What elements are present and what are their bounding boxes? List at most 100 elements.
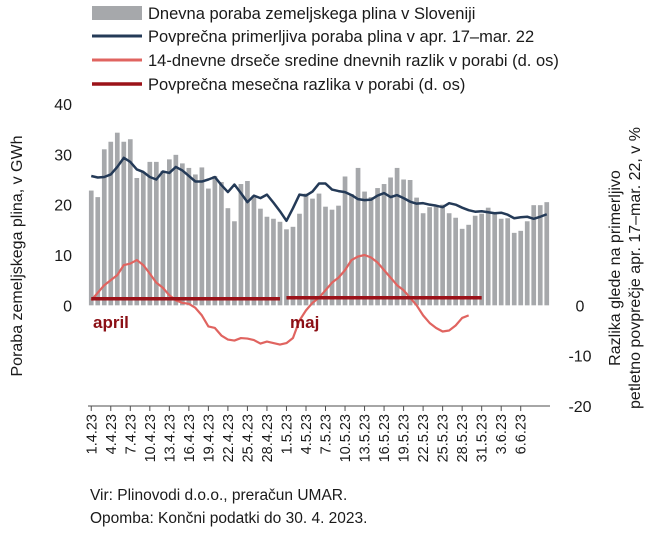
series-lines [90,156,548,346]
x-tick-label: 7.4.23 [123,414,139,454]
monthly-segments [91,296,482,301]
daily-bar [297,213,302,306]
daily-bar [225,208,231,306]
daily-bar [121,141,127,306]
left-tick-label: 40 [54,97,72,114]
daily-bar [388,177,393,306]
daily-bar [258,208,263,306]
daily-bar [329,209,335,306]
daily-bar [433,206,439,306]
x-tick-label: 13.5.23 [358,414,374,462]
daily-bar [420,213,426,306]
daily-bar [518,230,524,306]
daily-bar [264,216,270,306]
daily-bar [95,197,101,306]
daily-bar [88,190,94,306]
daily-bar [407,180,413,306]
daily-bar [284,229,289,306]
daily-bar [472,215,478,306]
left-tick-label: 10 [54,248,72,265]
right-tick-label: -20 [568,399,591,416]
daily-bar [134,177,140,306]
daily-bar [531,205,537,306]
x-tick-label: 6.6.23 [514,414,530,454]
daily-bar [479,213,485,306]
annotation-april: april [93,313,129,332]
legend-label-daily: Dnevna poraba zemeljskega plina v Sloven… [148,5,475,23]
daily-bar [401,179,406,306]
daily-bar [453,217,458,306]
daily-bar [524,221,530,306]
x-tick-label: 4.4.23 [104,414,120,454]
daily-bar [212,175,218,306]
right-axis-title-line1: Razlika glede na primerljivo [607,170,624,366]
daily-bar [342,176,348,306]
daily-bar [251,195,257,306]
legend: Dnevna poraba zemeljskega plina v Sloven… [92,5,559,94]
left-axis-title: Poraba zemeljskega plina, v GWh [9,136,26,377]
x-tick-label: 25.4.23 [240,414,256,462]
daily-bar [355,167,361,306]
daily-bar [368,197,374,306]
left-tick-label: 20 [54,198,72,215]
daily-bars [88,132,550,306]
daily-bar [446,213,452,306]
x-tick-label: 3.6.23 [494,414,510,454]
daily-bar [505,218,511,306]
daily-bar [219,182,224,306]
diff14-line [90,253,470,346]
daily-bar [186,167,192,306]
x-tick-label: 28.5.23 [455,414,471,462]
daily-bar [114,132,120,306]
x-tick-label: 28.4.23 [260,414,276,462]
x-tick-label: 31.5.23 [475,414,491,462]
legend-label-monthly: Povprečna mesečna razlika v porabi (d. o… [148,76,465,94]
x-tick-label: 16.4.23 [182,414,198,462]
daily-bar [440,204,445,306]
daily-bar [544,202,550,306]
x-tick-label: 4.5.23 [299,414,315,454]
daily-bar [147,161,153,306]
x-tick-label: 19.4.23 [201,414,217,462]
x-tick-label: 13.4.23 [162,414,178,462]
daily-bar [127,139,133,306]
daily-bar [193,174,198,306]
daily-bar [238,184,244,306]
daily-bar [303,193,309,306]
daily-bar [206,188,211,306]
x-tick-label: 7.5.23 [319,414,335,454]
daily-bar [180,163,185,306]
left-axis-ticks: 0 10 20 30 40 [54,97,72,315]
daily-bar [466,224,472,306]
daily-bar [140,171,146,306]
daily-bar [271,218,276,306]
x-tick-label: 25.5.23 [436,414,452,462]
annotation-maj: maj [290,313,319,332]
x-tick-label: 22.5.23 [416,414,432,462]
right-tick-label: -10 [568,349,591,366]
x-tick-label: 1.5.23 [279,414,295,454]
right-axis-ticks: 0 -10 -20 [568,298,591,416]
daily-bar [323,206,328,306]
x-tick-label: 19.5.23 [397,414,413,462]
source-note: Vir: Plinovodi d.o.o., preračun UMAR. [90,487,348,504]
legend-swatch-daily [92,6,142,20]
avg5y-line [90,156,548,223]
left-tick-label: 0 [63,298,72,315]
daily-bar [290,226,296,306]
daily-bar [414,197,419,306]
x-tick-label: 10.4.23 [143,414,159,462]
daily-bar [375,188,380,306]
x-tick-label: 22.4.23 [221,414,237,462]
daily-bar [160,170,166,306]
right-tick-label: 0 [576,298,585,315]
daily-bar [108,141,114,306]
daily-bar [349,194,354,306]
legend-label-diff14: 14-dnevne drseče sredine dnevnih razlik … [148,52,559,70]
daily-bar [199,167,205,306]
daily-bar [277,221,283,306]
left-tick-label: 30 [54,147,72,164]
daily-bar [173,154,179,306]
daily-bar [498,218,504,306]
